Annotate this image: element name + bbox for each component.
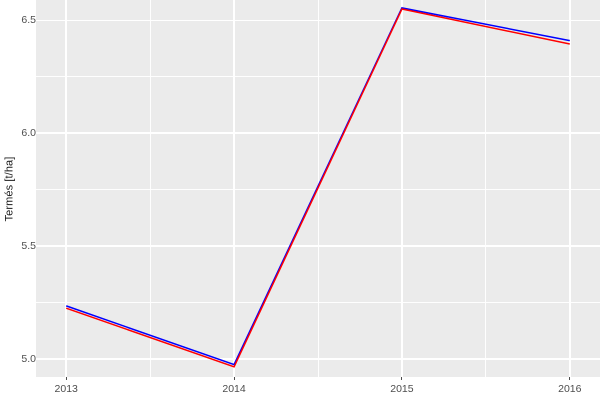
x-tick-label: 2016 [558,383,582,395]
gridline-minor-vertical [485,0,487,377]
y-axis-title-label: Termés [t/ha] [3,156,16,221]
x-tick-label: 2015 [390,383,414,395]
x-tick-mark [569,377,571,380]
gridline-major-vertical [568,0,571,377]
x-tick-mark [401,377,403,380]
gridline-major-vertical [233,0,235,377]
series-line-red-series [65,8,570,368]
gridline-major-vertical [401,0,403,377]
plot-panel [36,0,600,377]
x-tick-label: 2013 [54,383,78,395]
y-axis-ticks: 5.0 5.5 6.0 6.5 [18,0,39,377]
y-tick-label: 6.0 [21,127,36,140]
x-tick-mark [233,377,235,380]
x-axis-ticks: 2013 2014 2015 2016 [0,377,600,400]
y-tick-label: 5.5 [21,240,36,253]
x-tick-label: 2014 [222,383,246,395]
gridline-major-vertical [65,0,67,377]
gridline-minor-vertical [149,0,151,377]
y-tick-label: 6.5 [21,14,36,27]
y-axis-title: Termés [t/ha] [0,0,18,377]
series-layer [65,7,570,368]
x-tick-mark [65,377,67,380]
y-tick-label: 5.0 [21,352,36,365]
